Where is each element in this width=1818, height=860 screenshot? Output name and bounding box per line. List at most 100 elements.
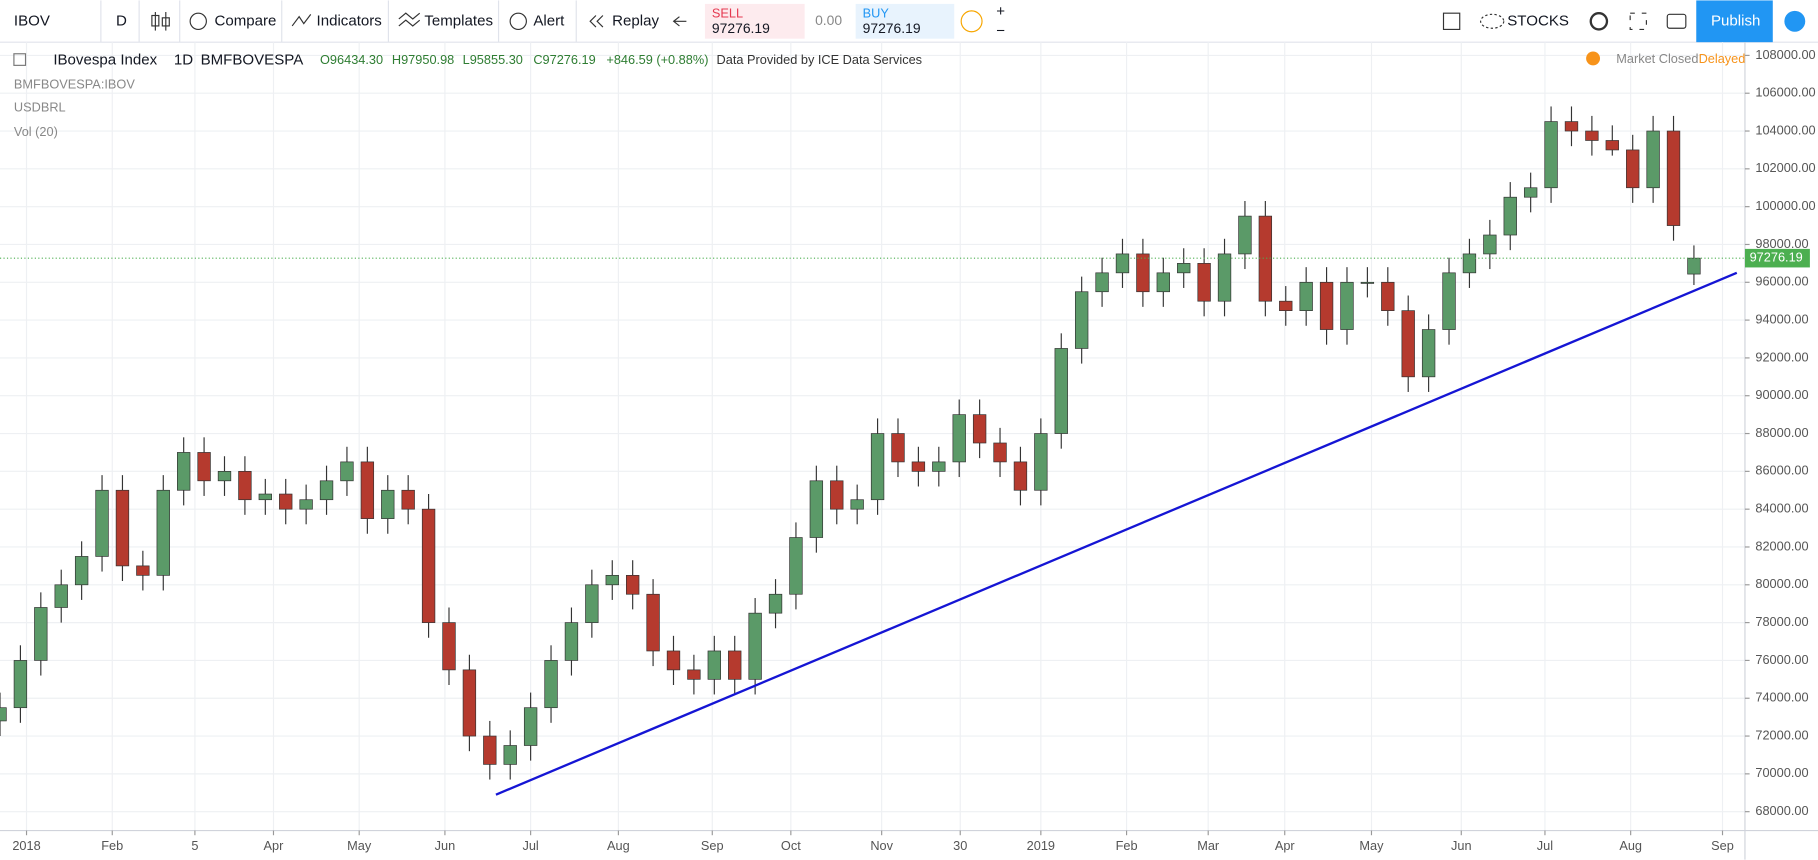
candle-body [1095, 272, 1109, 293]
trendline [495, 271, 1738, 796]
replay-button[interactable]: Replay [612, 12, 659, 29]
collapse-icon[interactable] [13, 53, 27, 66]
candle-body [1401, 310, 1415, 378]
candle-body [789, 537, 803, 595]
templates-icon[interactable] [398, 12, 421, 27]
undo-icon[interactable] [672, 16, 687, 27]
compare-button[interactable]: Compare [214, 12, 276, 29]
sell-box[interactable] [704, 3, 805, 39]
legend-provider: Data Provided by ICE Data Services [717, 52, 923, 67]
candle-body [1483, 234, 1497, 255]
candle-body [523, 707, 538, 746]
candle-body [1238, 215, 1252, 255]
x-tick-label: Oct [781, 838, 801, 853]
candle-body [1421, 329, 1436, 378]
candle-body [1319, 281, 1334, 330]
alert-icon[interactable] [509, 12, 527, 30]
candle-body [850, 499, 864, 510]
zoom-out[interactable]: − [996, 23, 1005, 40]
alert-button[interactable]: Alert [533, 12, 565, 29]
study-label[interactable]: USDBRL [14, 100, 66, 115]
y-tick-label: 78000.00 [1755, 614, 1808, 629]
candle-body [360, 461, 375, 519]
candle-body [279, 493, 293, 510]
x-tick-label: Aug [1619, 838, 1642, 853]
candle-body [1279, 300, 1293, 311]
y-tick-label: 68000.00 [1755, 803, 1808, 818]
y-tick-label: 82000.00 [1755, 538, 1808, 553]
candle-body [1013, 461, 1028, 491]
y-tick-label: 106000.00 [1755, 85, 1815, 100]
publish-button[interactable] [1696, 0, 1773, 43]
settings-icon[interactable] [1589, 12, 1609, 31]
y-tick-label: 94000.00 [1755, 311, 1808, 326]
candle-body [625, 574, 640, 595]
snapshot-icon[interactable] [1666, 13, 1687, 29]
x-tick-label: 2019 [1027, 838, 1055, 853]
replay-play[interactable] [1784, 10, 1806, 32]
candle-body [217, 471, 232, 482]
status-icon [1586, 51, 1601, 66]
candle-body [462, 669, 477, 737]
candle-body [1564, 121, 1579, 132]
y-tick-label: 96000.00 [1755, 274, 1808, 289]
y-tick-label: 100000.00 [1755, 198, 1815, 213]
candle-body [1136, 253, 1150, 293]
candle-body [1034, 433, 1048, 491]
candle-body [34, 607, 48, 661]
toolbar: IBOV D Compare Indicators Templates Aler… [0, 0, 1818, 43]
candle-body [1074, 291, 1089, 349]
indicators-icon[interactable] [291, 13, 312, 27]
candle-body [564, 622, 579, 661]
symbol[interactable]: IBOV [14, 12, 50, 29]
candle-body [1503, 196, 1517, 236]
candle-body [1156, 272, 1170, 293]
candle-body [1115, 253, 1130, 274]
candle-body [1340, 281, 1354, 330]
y-tick-label: 80000.00 [1755, 576, 1808, 591]
y-tick-label: 74000.00 [1755, 690, 1808, 705]
indicators-button[interactable]: Indicators [317, 12, 382, 29]
compare-icon[interactable] [189, 12, 207, 30]
y-tick-label: 104000.00 [1755, 122, 1815, 137]
candle-body [687, 669, 701, 680]
candle-body [156, 489, 170, 576]
x-tick-label: Apr [1275, 838, 1296, 853]
y-tick-label: 102000.00 [1755, 160, 1815, 175]
replay-icon[interactable] [589, 15, 604, 28]
x-tick-label: Aug [607, 838, 630, 853]
candle-body [95, 489, 109, 557]
x-tick-label: Jul [1537, 838, 1553, 853]
fullscreen-icon[interactable] [1442, 12, 1461, 30]
buy-label: BUY [863, 6, 890, 21]
zoom-in[interactable]: + [996, 3, 1005, 20]
interval[interactable]: D [116, 12, 127, 29]
templates-button[interactable]: Templates [424, 12, 493, 29]
candle-body [1442, 272, 1456, 330]
buy-box[interactable] [855, 3, 955, 39]
legend-open: O96434.30 [320, 52, 383, 67]
x-tick-label: Mar [1197, 838, 1220, 853]
sell-price: 97276.19 [712, 20, 770, 36]
candle-body [1054, 348, 1068, 434]
x-tick-label: May [1359, 838, 1384, 853]
candle-icon[interactable] [151, 12, 170, 31]
stocks-button[interactable]: STOCKS [1507, 12, 1569, 29]
candle-body [707, 650, 721, 680]
study-label[interactable]: Vol (20) [14, 124, 58, 139]
candle-body [1217, 253, 1232, 302]
candle-body [1523, 187, 1538, 198]
expand-icon[interactable] [1629, 12, 1647, 30]
y-tick-label: 98000.00 [1755, 236, 1808, 251]
info-icon[interactable] [960, 10, 983, 33]
candle-body [319, 480, 334, 501]
legend-name: IBovespa Index [53, 52, 157, 69]
candle-body [258, 493, 272, 501]
y-tick-label: 84000.00 [1755, 501, 1808, 516]
legend-low: L95855.30 [463, 52, 523, 67]
study-label[interactable]: BMFBOVESPA:IBOV [14, 76, 135, 91]
x-tick-label: 5 [191, 838, 198, 853]
x-tick-label: Nov [870, 838, 893, 853]
cloud-icon[interactable] [1480, 13, 1505, 29]
candle-body [136, 565, 150, 576]
